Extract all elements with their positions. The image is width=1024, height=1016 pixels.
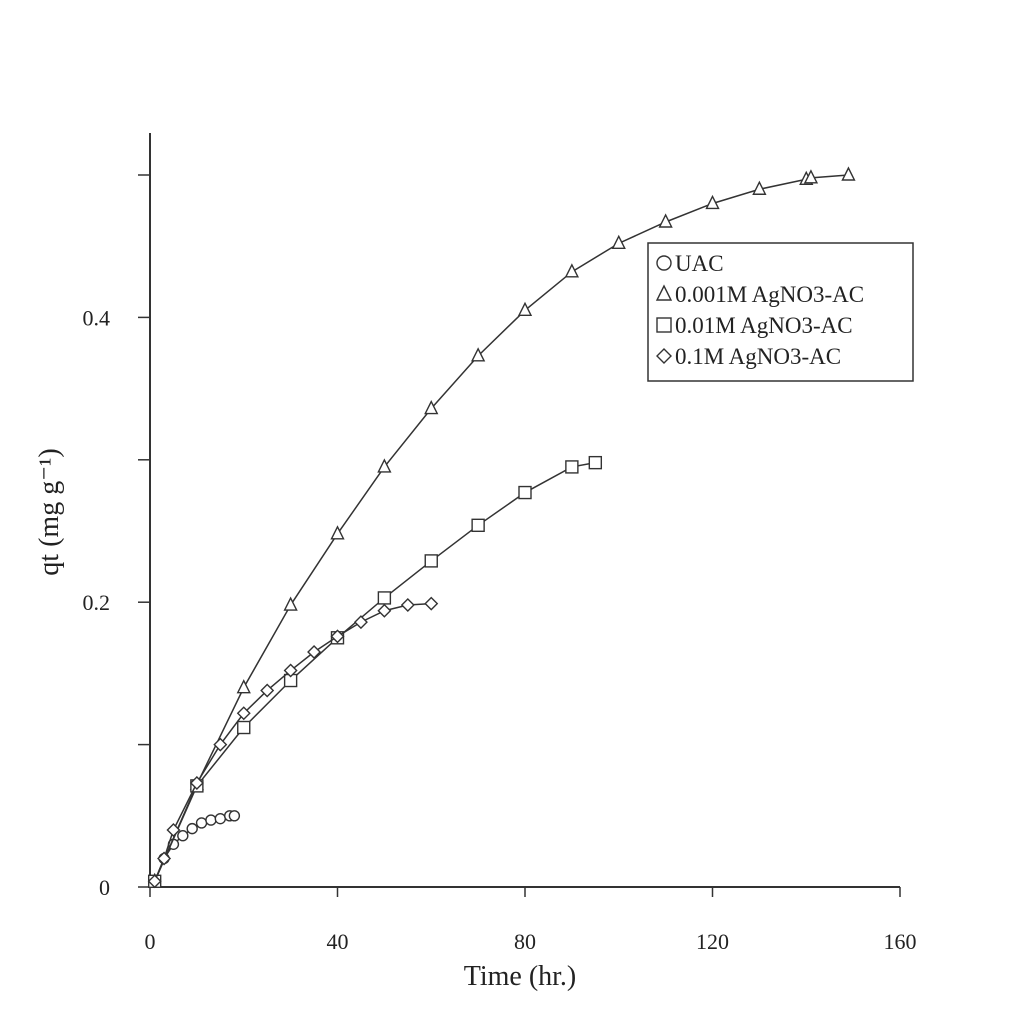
triangle-marker (470, 347, 486, 362)
circle-marker (228, 810, 241, 822)
triangle-marker (611, 234, 626, 250)
legend-label: UAC (675, 251, 724, 276)
plot-area (147, 166, 856, 889)
triangle-marker (424, 399, 439, 415)
legend-item: UAC (656, 251, 724, 276)
y-tick-label: 0.4 (83, 305, 111, 330)
triangle-marker (655, 284, 673, 301)
triangle-marker (377, 458, 392, 473)
diamond-marker (147, 874, 162, 889)
diamond-marker (157, 851, 172, 866)
triangle-marker (283, 596, 298, 611)
circle-marker (656, 255, 672, 271)
circle-marker (195, 817, 208, 829)
triangle-marker (658, 213, 673, 228)
diamond-marker (377, 603, 392, 618)
legend-label: 0.1M AgNO3-AC (675, 344, 841, 369)
series-triangle (147, 166, 856, 888)
x-tick-label: 120 (696, 929, 729, 954)
square-marker (518, 485, 532, 500)
legend-box (647, 242, 914, 382)
y-tick-label: 0.2 (83, 590, 111, 615)
triangle-marker (564, 263, 580, 278)
diamond-marker (260, 683, 275, 698)
square-marker (237, 720, 251, 735)
x-tick-label: 0 (145, 929, 156, 954)
axes: 0 40 80 120 160 0 0.2 0.4 (83, 133, 917, 954)
diamond-marker (424, 596, 439, 611)
triangle-marker (330, 525, 345, 540)
diamond-marker (236, 706, 251, 721)
diamond-marker (307, 645, 322, 660)
series-circle (148, 810, 241, 888)
diamond-marker (213, 737, 228, 752)
legend-label: 0.01M AgNO3-AC (675, 313, 853, 338)
triangle-marker (752, 180, 767, 195)
triangle-marker (803, 169, 819, 184)
x-tick-label: 80 (514, 929, 536, 954)
triangle-marker (705, 194, 720, 210)
legend-item: 0.01M AgNO3-AC (656, 313, 853, 338)
square-marker (565, 460, 579, 474)
square-marker (471, 518, 485, 533)
y-tick-label: 0 (99, 875, 110, 900)
x-tick-label: 160 (884, 929, 917, 954)
square-marker (377, 591, 392, 605)
legend-item: 0.1M AgNO3-AC (656, 344, 841, 369)
circle-marker (186, 822, 198, 835)
legend-label: 0.001M AgNO3-AC (675, 282, 864, 307)
diamond-marker (353, 615, 368, 630)
circle-marker (177, 830, 189, 842)
diamond-marker (330, 629, 345, 644)
diamond-marker (189, 776, 204, 791)
series-diamond (147, 596, 439, 889)
square-marker (424, 554, 438, 568)
square-marker (656, 317, 672, 333)
circle-marker (214, 812, 227, 825)
diamond-marker (400, 598, 415, 613)
diamond-marker (283, 663, 298, 678)
y-axis-title: qt (mg g⁻¹) (34, 448, 65, 575)
x-tick-label: 40 (327, 929, 349, 954)
x-axis-title: Time (hr.) (464, 961, 577, 992)
diamond-marker (166, 823, 181, 838)
circle-marker (205, 814, 217, 826)
triangle-marker (236, 679, 251, 694)
legend-item: 0.001M AgNO3-AC (655, 282, 864, 307)
diamond-marker (656, 348, 672, 364)
series-line (153, 602, 432, 882)
series-square (147, 455, 603, 889)
square-marker (588, 455, 603, 470)
legend: UAC 0.001M AgNO3-AC 0.01M AgNO3-AC 0.1M AgN… (647, 242, 914, 382)
triangle-marker (841, 166, 856, 181)
triangle-marker (517, 301, 533, 316)
